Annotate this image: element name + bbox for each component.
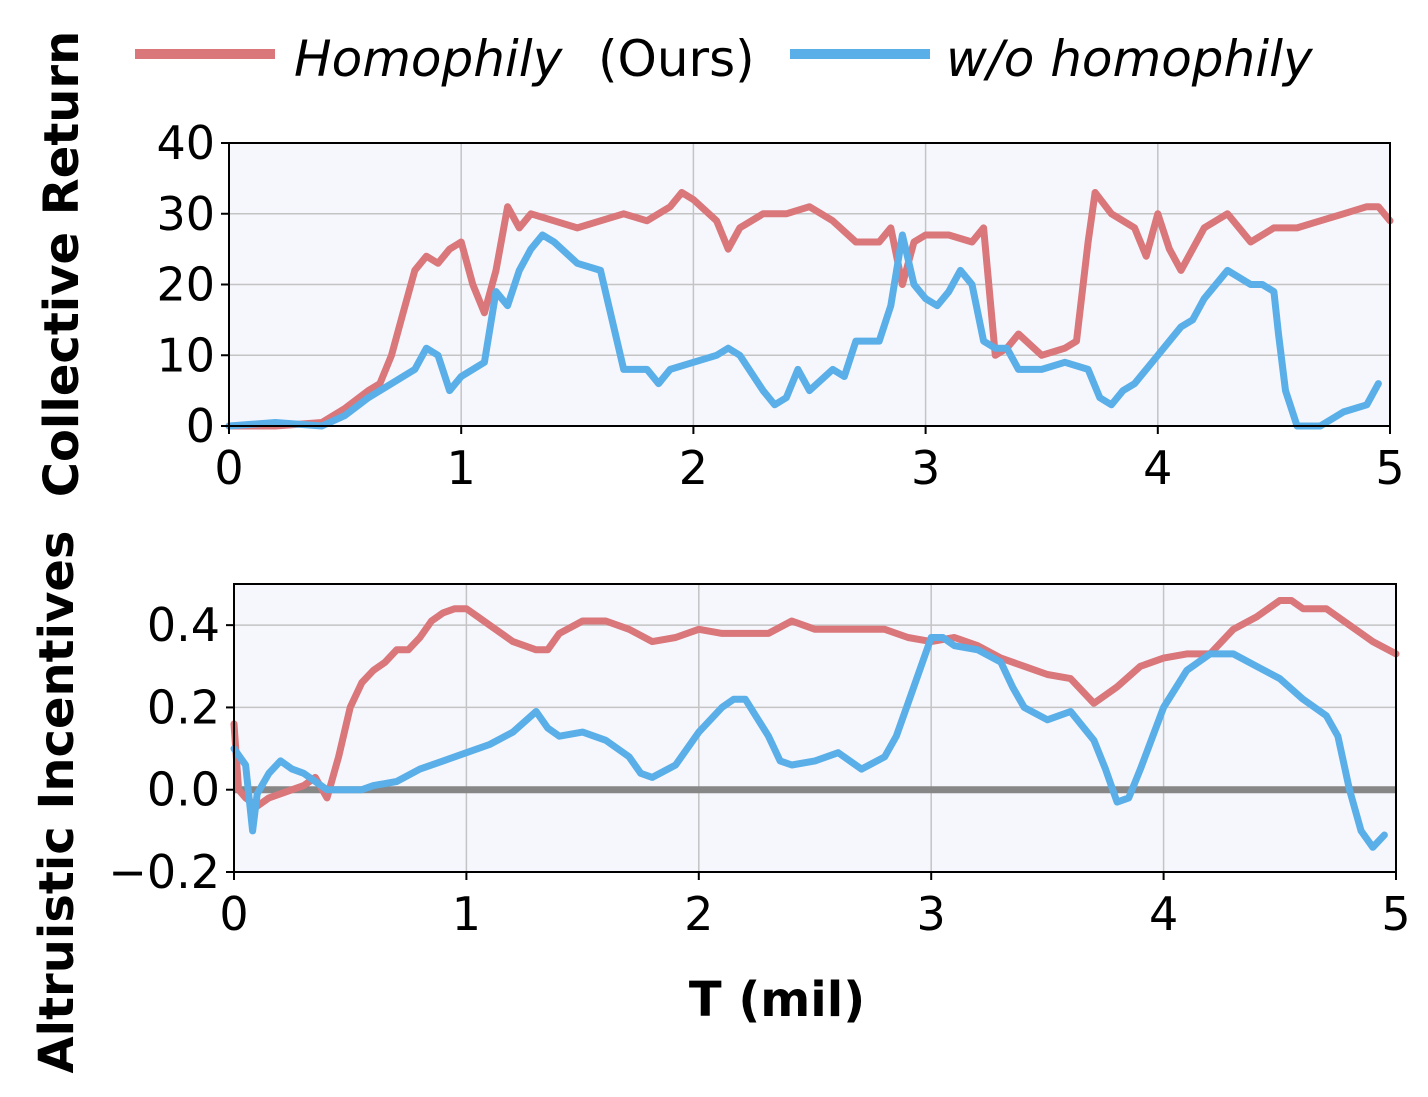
altruistic-incentives-y-tick-label: 0.0 xyxy=(147,763,220,817)
collective-return-line-without-homophily xyxy=(225,231,1382,430)
altruistic-incentives-frame xyxy=(233,583,1397,873)
altruistic-incentives-ticks: 0 1 2 3 4 5 −0.2 0.0 0.2 0.4 xyxy=(108,598,1410,941)
altruistic-incentives-panel: 0 1 2 3 4 5 −0.2 0.0 0.2 0.4 Altruistic Incentive… xyxy=(29,531,1411,1074)
collective-return-panel: 0 1 2 3 4 5 0 10 20 30 40 Collective Return xyxy=(34,31,1405,498)
collective-return-y-axis-label: Collective Return xyxy=(34,31,90,498)
legend-label-ours: (Ours) xyxy=(598,30,755,88)
collective-return-y-tick-label: 0 xyxy=(186,399,215,453)
collective-return-series xyxy=(225,189,1394,430)
altruistic-incentives-y-tick-label: 0.2 xyxy=(147,680,220,734)
collective-return-x-tick-label: 1 xyxy=(447,441,476,495)
collective-return-ticks: 0 1 2 3 4 5 0 10 20 30 40 xyxy=(156,116,1404,495)
collective-return-x-tick-label: 2 xyxy=(679,441,708,495)
collective-return-x-tick-label: 3 xyxy=(911,441,940,495)
collective-return-y-tick-label: 40 xyxy=(156,116,215,170)
x-axis-label: T (mil) xyxy=(689,972,865,1028)
altruistic-incentives-x-tick-label: 2 xyxy=(684,887,713,941)
altruistic-incentives-series xyxy=(230,597,1400,851)
altruistic-incentives-x-tick-label: 0 xyxy=(219,887,248,941)
altruistic-incentives-x-tick-label: 5 xyxy=(1381,887,1410,941)
legend-label-without-homophily: w/o homophily xyxy=(946,30,1314,88)
collective-return-y-tick-label: 10 xyxy=(156,328,215,382)
collective-return-x-tick-label: 0 xyxy=(214,441,243,495)
altruistic-incentives-x-tick-label: 3 xyxy=(917,887,946,941)
collective-return-y-tick-label: 20 xyxy=(156,258,215,312)
altruistic-incentives-x-tick-label: 4 xyxy=(1149,887,1178,941)
collective-return-y-tick-label: 30 xyxy=(156,187,215,241)
altruistic-incentives-y-axis-label: Altruistic Incentives xyxy=(29,531,85,1074)
altruistic-incentives-x-tick-label: 1 xyxy=(452,887,481,941)
collective-return-x-tick-label: 4 xyxy=(1143,441,1172,495)
altruistic-incentives-y-tick-label: 0.4 xyxy=(147,598,220,652)
altruistic-incentives-line-without-homophily xyxy=(230,634,1388,851)
legend: Homophily (Ours) w/o homophily xyxy=(135,30,1314,88)
collective-return-x-tick-label: 5 xyxy=(1375,441,1404,495)
altruistic-incentives-y-tick-label: −0.2 xyxy=(108,845,220,899)
altruistic-incentives-line-homophily xyxy=(230,597,1400,810)
collective-return-line-homophily xyxy=(225,189,1394,430)
legend-label-homophily: Homophily xyxy=(294,30,564,88)
